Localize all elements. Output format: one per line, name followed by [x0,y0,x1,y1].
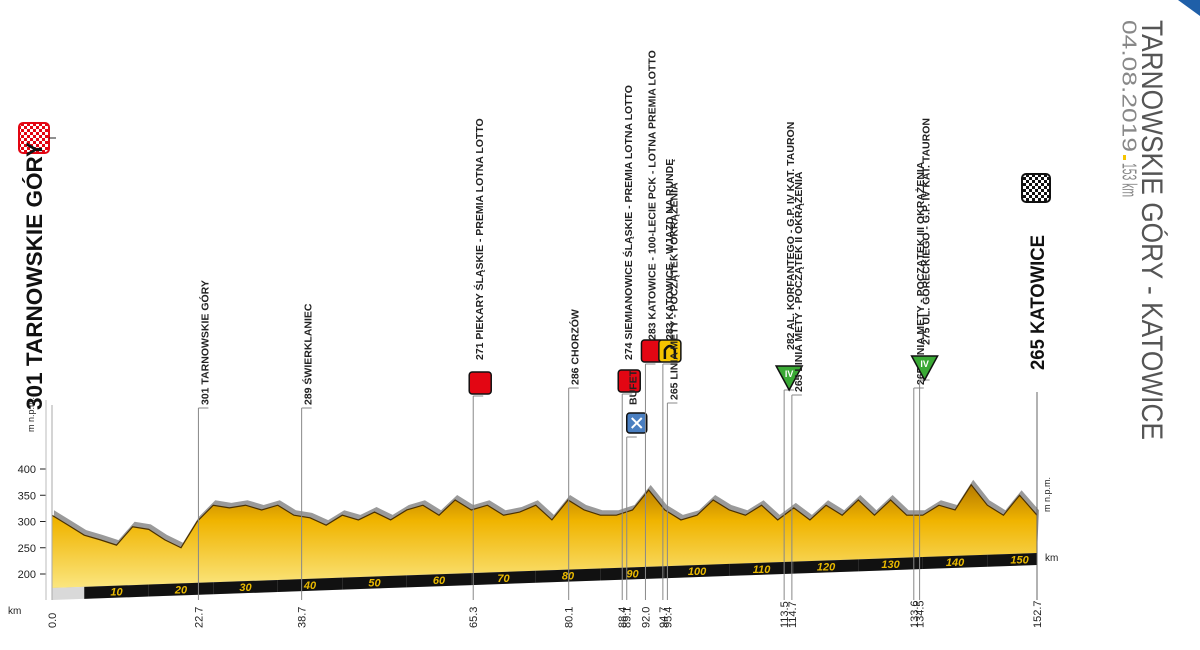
km-segment [471,570,536,586]
km-segment [858,557,923,572]
waypoint-label: 271 PIEKARY ŚLĄSKIE - PREMIA LOTNA LOTTO [473,118,486,360]
km-segment [406,573,472,588]
x-tick-label: 10 [110,587,123,599]
waypoint-label: 283 KATOWICE - WJAZD NA RUNDĘ [664,159,676,340]
km-segment [922,554,988,570]
waypoint-label: 265 LINIA METY - POCZĄTEK III OKRĄŻENIA [914,161,927,385]
y-axis-label-right: m n.p.m. [1042,477,1052,512]
x-tick-label: 130 [881,559,900,571]
x-tick-label: 120 [817,561,836,573]
x-tick-label: 60 [433,575,446,587]
x-tick-label: 90 [626,568,639,580]
km-label: 94.7 [658,607,670,628]
km-label: 134.5 [915,600,927,628]
km-segment [213,579,278,595]
km-label: 89.1 [622,607,634,628]
km-segment [729,561,794,576]
feed-cross [631,417,643,429]
waypoint-label: 282 AL. KORFANTEGO - G.P. IV KAT. TAURON [785,122,797,350]
finish-icon [1021,173,1051,203]
climb-category: IV [785,369,794,379]
distance: 153 km [1118,163,1140,197]
km-segment [793,559,859,574]
km-segment [342,575,407,590]
km-segment [664,563,730,579]
km-label: 80.1 [564,607,576,628]
x-tick-label: 110 [753,564,771,576]
km-segment [600,566,665,581]
km-segment [277,577,343,592]
waypoint-label: 289 ŚWIERKLANIEC [302,303,315,405]
climb-icon [774,365,804,392]
x-tick-label: 50 [368,578,381,590]
km-segment [148,582,214,597]
km-label: 114.7 [787,601,799,628]
x-tick-label: 70 [497,573,510,585]
km-label: 152.7 [1032,600,1044,628]
km-label: 92.0 [640,607,652,628]
title: TARNOWSKIE GÓRY - KATOWICE [1135,20,1168,440]
waypoint-label: 274 SIEMIANOWICE ŚLĄSKIE - PREMIA LOTNA … [622,85,635,360]
circuit-arch [663,344,677,359]
sprint-icon [468,371,492,395]
km-segment [84,584,149,599]
y-tick-label: 250 [18,543,36,555]
sprint-icon [617,369,641,393]
climb-icon [910,355,939,382]
y-axis-label: m n.p.m. [26,397,36,432]
km-label: 88.4 [617,607,629,628]
climb-category: IV [920,359,929,369]
km-label: 22.7 [193,607,205,628]
y-tick-label: 300 [18,517,36,529]
y-tick-label: 200 [18,569,36,581]
y-tick-label: 400 [18,464,36,476]
waypoint-label: BUFET [628,369,640,405]
km-label: 0.0 [47,613,59,628]
km-segment [535,568,601,583]
x-tick-label: 20 [174,584,188,596]
x-tick-label: 40 [303,580,317,592]
km-label: 65.3 [468,607,480,628]
waypoint-label: 286 CHORZÓW [569,309,582,385]
waypoint-label: 265 LINIA METY - POCZĄTEK I OKRĄŻENIA [667,182,680,400]
profile-line [51,483,1038,549]
km-label: 113.5 [779,601,791,628]
waypoint-label: 265 LINIA METY - POCZĄTEK II OKRĄŻENIA [792,171,805,392]
x-tick-label: 30 [239,582,252,594]
x-tick-label: 100 [688,566,707,578]
corner-flag [1178,0,1200,16]
x-tick-label: 140 [946,557,965,569]
plot: m n.p.m. m n.p.m. km km 200 250 300 350 400 10 20 3… [8,50,1058,628]
y-tick-label: 350 [18,490,36,502]
waypoint-label: 283 KATOWICE - 100-LECIE PCK - LOTNA PRE… [646,50,658,340]
x-tick-label: 150 [1010,555,1029,567]
km-label: 133.6 [909,600,921,628]
km-label: 95.4 [662,607,674,628]
x-axis-label: km [8,606,21,617]
km-label: 38.7 [297,607,309,628]
km-segment [987,553,1037,567]
x-axis-label-right: km [1045,553,1058,564]
start-label: 301 TARNOWSKIE GÓRY [22,142,47,410]
waypoint-label: 275 UL. GÓRECKIEGO - G.P. IV KAT. TAURON [920,118,933,345]
separator [1123,155,1126,160]
waypoint-label: 301 TARNOWSKIE GÓRY [198,280,211,405]
finish-label: 265 KATOWICE [1028,235,1049,370]
date: 04.08.2019 [1118,20,1140,152]
